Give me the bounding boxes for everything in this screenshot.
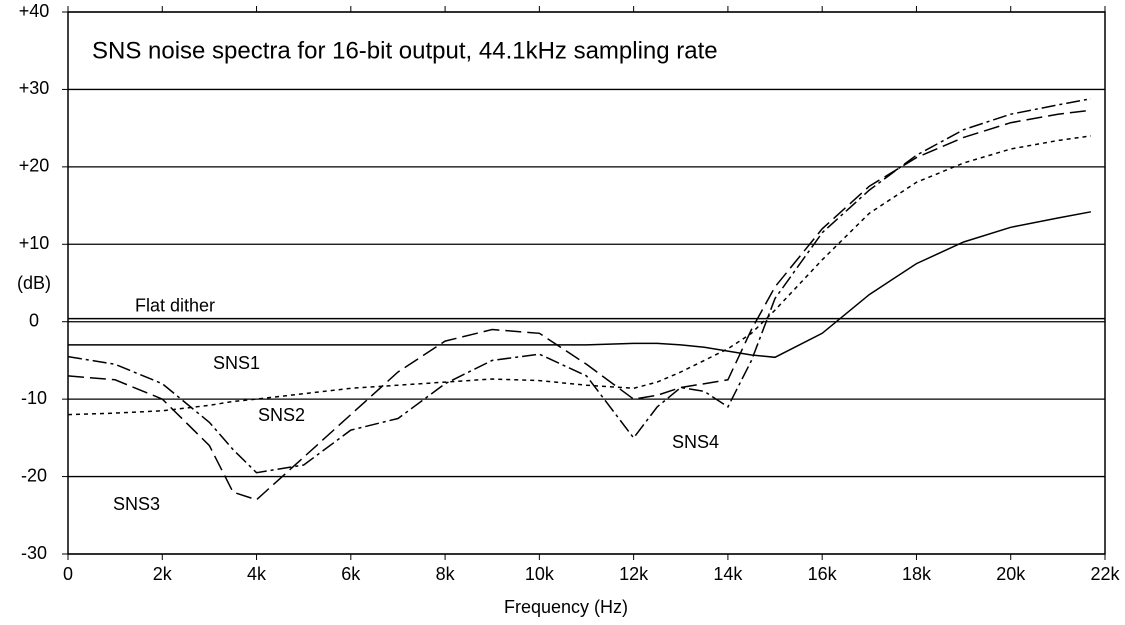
series-line bbox=[67, 135, 1092, 416]
series-line bbox=[68, 211, 1092, 359]
x-tick-label: 10k bbox=[525, 564, 555, 584]
x-tick-label: 0 bbox=[63, 564, 73, 584]
chart-title: SNS noise spectra for 16-bit output, 44.… bbox=[92, 37, 718, 64]
series-line bbox=[67, 97, 1092, 474]
y-tick-label: +40 bbox=[19, 1, 50, 21]
x-axis-label: Frequency (Hz) bbox=[504, 597, 628, 617]
series-label: SNS3 bbox=[113, 494, 160, 514]
y-tick-label: +20 bbox=[19, 156, 50, 176]
y-tick-label: -20 bbox=[21, 465, 47, 485]
y-tick-label: +10 bbox=[19, 233, 50, 253]
series-line bbox=[67, 109, 1091, 501]
x-tick-label: 8k bbox=[436, 564, 456, 584]
y-tick-label: -10 bbox=[21, 388, 47, 408]
y-tick-label: -30 bbox=[21, 543, 47, 563]
series-label: SNS4 bbox=[672, 432, 719, 452]
x-tick-label: 18k bbox=[902, 564, 932, 584]
x-tick-label: 22k bbox=[1090, 564, 1120, 584]
y-tick-label: 0 bbox=[29, 310, 39, 330]
x-tick-label: 4k bbox=[247, 564, 267, 584]
x-tick-label: 12k bbox=[619, 564, 649, 584]
series-label: SNS2 bbox=[258, 405, 305, 425]
series-label: SNS1 bbox=[213, 353, 260, 373]
y-axis-label: (dB) bbox=[17, 273, 51, 293]
x-tick-label: 2k bbox=[153, 564, 173, 584]
x-tick-label: 20k bbox=[996, 564, 1026, 584]
reference-label: Flat dither bbox=[135, 295, 215, 315]
x-tick-label: 14k bbox=[713, 564, 743, 584]
y-tick-label: +30 bbox=[19, 78, 50, 98]
x-tick-label: 6k bbox=[341, 564, 361, 584]
x-tick-label: 16k bbox=[808, 564, 838, 584]
